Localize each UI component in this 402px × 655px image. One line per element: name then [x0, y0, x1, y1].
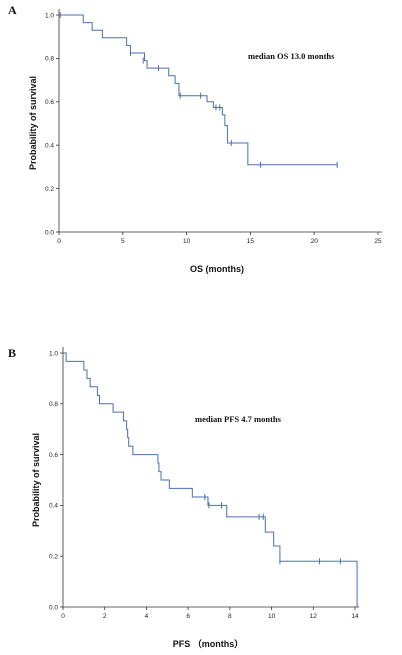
y-tick-label: 0.8 — [45, 56, 54, 63]
x-tick-label: 0 — [61, 613, 65, 620]
panel-label: A — [8, 3, 17, 17]
x-axis-label: PFS （months） — [173, 639, 244, 649]
y-tick-label: 1.0 — [49, 350, 58, 357]
x-tick-label: 25 — [374, 238, 382, 245]
x-tick-label: 0 — [57, 238, 61, 245]
x-tick-label: 12 — [310, 613, 318, 620]
x-tick-label: 10 — [268, 613, 276, 620]
x-tick-label: 8 — [228, 613, 232, 620]
y-axis-label: Probability of survival — [31, 433, 41, 527]
x-tick-label: 2 — [103, 613, 107, 620]
y-tick-label: 0.6 — [49, 452, 58, 459]
y-tick-label: 0.2 — [45, 186, 54, 193]
x-tick-label: 14 — [351, 613, 359, 620]
pfs-survival-chart: 0 2 4 6 8 10 12 14 0.0 0.2 0.4 0.6 0.8 1.0 PFS （months… — [8, 346, 359, 649]
survival-step-line — [63, 352, 358, 607]
survival-step-line — [59, 14, 338, 166]
y-tick-label: 0.8 — [49, 401, 58, 408]
median-annotation: median OS 13.0 months — [248, 51, 335, 61]
y-tick-label: 0.4 — [49, 503, 58, 510]
x-tick-label: 5 — [121, 238, 125, 245]
median-annotation: median PFS 4.7 months — [195, 414, 282, 424]
y-tick-label: 0.6 — [45, 99, 54, 106]
x-axis-label: OS (months) — [190, 264, 244, 274]
panel-label: B — [8, 346, 16, 360]
x-tick-label: 4 — [145, 613, 149, 620]
x-tick-label: 6 — [186, 613, 190, 620]
x-tick-label: 10 — [183, 238, 191, 245]
y-tick-label: 0.0 — [45, 229, 54, 236]
y-tick-label: 1.0 — [45, 12, 54, 19]
x-tick-label: 20 — [311, 238, 319, 245]
y-axis-label: Probability of survival — [28, 76, 38, 170]
x-tick-label: 15 — [247, 238, 255, 245]
y-tick-label: 0.0 — [49, 604, 58, 611]
y-tick-label: 0.4 — [45, 143, 54, 150]
y-tick-label: 0.2 — [49, 554, 58, 561]
os-survival-chart: 0 5 10 15 20 25 0.0 0.2 0.4 0.6 0.8 1.0 OS (months) P… — [8, 3, 382, 274]
